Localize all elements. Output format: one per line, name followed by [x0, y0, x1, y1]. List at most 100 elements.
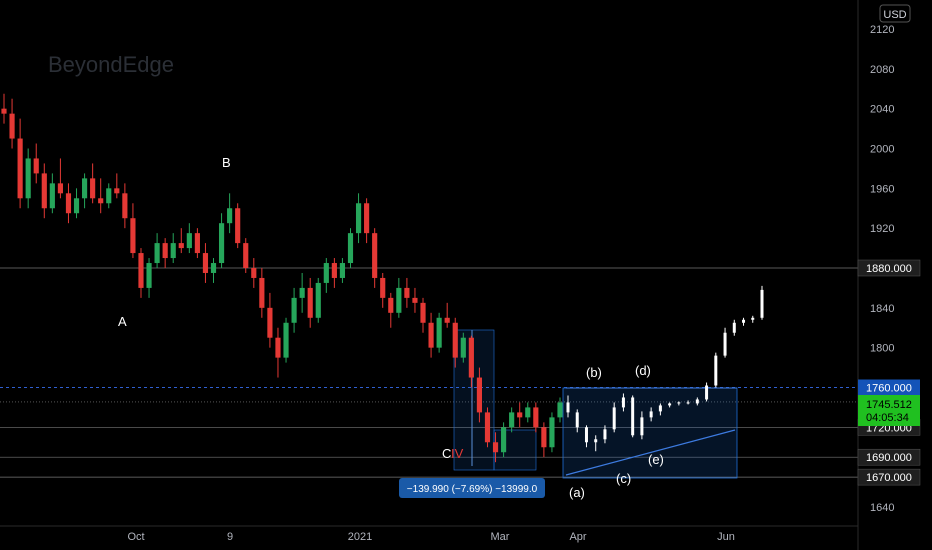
candle-body [517, 412, 523, 418]
candle-body [468, 337, 474, 378]
candle-body [122, 193, 128, 219]
candle-body [1, 108, 7, 114]
price-level-badge [858, 379, 920, 396]
candle-body [25, 158, 31, 199]
time-tick-label: 2021 [348, 531, 372, 543]
candles [1, 93, 563, 463]
measure-label[interactable]: −139.990 (−7.69%) −13999.0 [399, 478, 545, 498]
projection-body [705, 385, 709, 400]
price-tick-label: 1800 [870, 343, 894, 355]
candle-body [372, 233, 378, 278]
price-level-badge [857, 448, 921, 466]
candle-body [162, 243, 168, 259]
time-tick-label: Jun [717, 531, 735, 543]
candle-body [33, 158, 39, 174]
projection-body [584, 427, 588, 443]
candle-body [307, 287, 313, 318]
price-tick-label: 1640 [870, 502, 894, 514]
price-tick-label: 1920 [870, 223, 894, 235]
candle-body [154, 243, 160, 264]
candle-body [444, 317, 450, 323]
candle-body [90, 178, 96, 199]
currency-label: USD [883, 9, 906, 21]
candle-body [533, 407, 539, 428]
candle-body [65, 193, 72, 214]
candle-body [412, 297, 418, 303]
price-level-badge [857, 259, 921, 277]
candle-body [549, 417, 555, 448]
projection-body [742, 319, 746, 323]
current-price-label: 1745.512 04:05:34 [858, 395, 920, 426]
candle-body [452, 322, 458, 358]
candle-body [218, 223, 225, 264]
candle-body [291, 297, 297, 323]
currency-badge-box [879, 4, 911, 23]
time-tick-label: 9 [227, 531, 233, 543]
candle-body [130, 218, 136, 254]
candle-body [509, 412, 515, 428]
projection-body [668, 403, 672, 406]
price-tick-label: 1960 [870, 183, 894, 195]
current-price-bg [858, 395, 920, 426]
projection-body [612, 407, 616, 430]
wave-label-d-sub: (d) [635, 363, 651, 378]
price-tick-label: 2080 [870, 64, 894, 76]
candle-body [299, 287, 305, 298]
candle-body [194, 233, 200, 254]
wave-label-b-sub: (b) [586, 365, 602, 380]
projection-body [640, 417, 644, 436]
measure-box-right[interactable] [493, 429, 537, 471]
projection-body [695, 399, 699, 404]
candle-body [41, 173, 47, 209]
projection-body [658, 405, 662, 412]
candle-body [49, 183, 55, 209]
candle-body [492, 442, 499, 453]
candle-body [501, 427, 507, 453]
candle-body [251, 268, 257, 278]
candle-body [339, 263, 346, 278]
price-tick-label: 2120 [870, 24, 894, 36]
candle-body [436, 317, 442, 348]
wave-label-a: A [118, 314, 127, 329]
current-price-countdown: 04:05:34 [866, 412, 909, 424]
wave-label-c-sub: (c) [616, 471, 631, 486]
projection-path [566, 285, 764, 452]
candle-body [315, 282, 321, 318]
triangle-lower-trendline[interactable] [565, 429, 736, 476]
time-tick-label: Oct [127, 531, 144, 543]
projection-body [566, 402, 570, 413]
candle-body [275, 337, 281, 358]
candle-body [364, 203, 370, 234]
candle-body [283, 322, 289, 358]
candle-body [186, 233, 192, 249]
time-axis[interactable]: Oct 9 2021 Mar Apr Jun [127, 531, 734, 543]
price-level-badge [857, 468, 921, 486]
candle-body [420, 302, 426, 323]
current-price-value: 1745.512 [866, 399, 912, 411]
candle-body [428, 322, 434, 348]
candle-body [323, 263, 329, 283]
candle-body [9, 113, 15, 139]
candle-body [98, 198, 104, 204]
candle-body [210, 263, 217, 273]
candle-body [541, 427, 547, 448]
projection-body [677, 402, 681, 404]
candle-body [525, 407, 531, 418]
candle-body [355, 203, 362, 234]
candle-body [476, 377, 482, 413]
candle-body [146, 263, 152, 288]
projection-body [751, 317, 755, 320]
projection-body [723, 332, 727, 356]
projection-body [760, 289, 764, 318]
candle-body [484, 412, 491, 443]
candle-body [396, 287, 402, 313]
candle-body [82, 178, 88, 199]
candle-body [259, 277, 265, 308]
candle-body [178, 243, 184, 249]
currency-badge[interactable]: USD [879, 4, 911, 23]
wave-label-c: C [442, 446, 451, 461]
candle-body [243, 243, 249, 268]
price-level-value: 1670.000 [866, 472, 912, 484]
